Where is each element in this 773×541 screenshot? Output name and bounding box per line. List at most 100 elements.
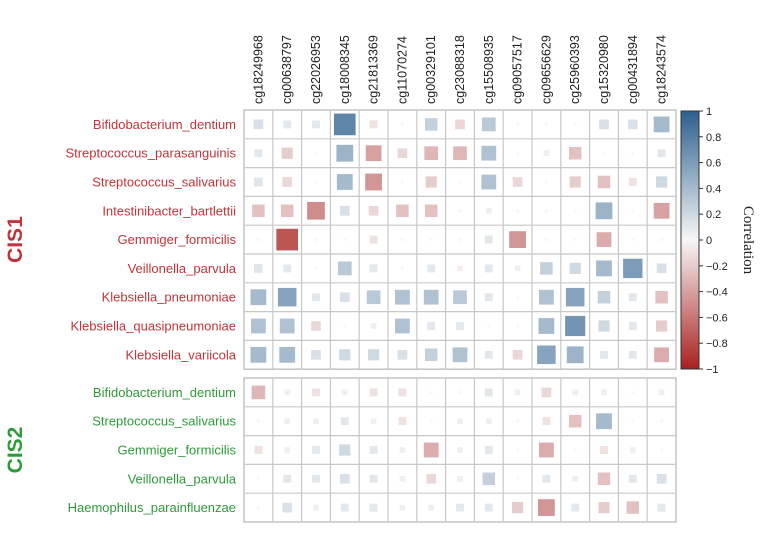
heatmap-cell xyxy=(336,174,353,190)
heatmap-cell xyxy=(284,447,290,453)
heatmap-cell xyxy=(369,264,378,273)
heatmap-cell xyxy=(538,318,555,334)
heatmap-cell xyxy=(254,446,263,454)
heatmap-cell xyxy=(283,120,292,129)
heatmap-cell xyxy=(399,476,406,482)
heatmap-cell xyxy=(595,202,613,220)
heatmap-cell xyxy=(656,176,668,188)
column-label: cg09656629 xyxy=(539,35,553,104)
heatmap-cell xyxy=(516,448,520,452)
heatmap-cell xyxy=(631,151,635,155)
heatmap-cell xyxy=(457,447,463,453)
heatmap-cell xyxy=(484,503,493,512)
heatmap-cell xyxy=(628,322,637,330)
heatmap-cell xyxy=(399,504,406,511)
heatmap-cell xyxy=(660,419,664,423)
heatmap-cell xyxy=(631,419,635,423)
heatmap-cell xyxy=(455,119,465,130)
heatmap-cell xyxy=(284,389,290,396)
legend-title: Correlation xyxy=(740,206,756,275)
heatmap-cell xyxy=(568,146,582,160)
heatmap-cell xyxy=(656,473,667,484)
heatmap-cell xyxy=(398,388,407,397)
heatmap-cell xyxy=(365,173,382,191)
heatmap-cell xyxy=(282,177,293,187)
colorbar-tick-label: 0 xyxy=(706,235,712,247)
heatmap-cell xyxy=(484,235,493,244)
heatmap-cell xyxy=(250,346,267,363)
heatmap-cell xyxy=(573,209,577,213)
heatmap-cell xyxy=(312,474,320,483)
heatmap-cell xyxy=(482,472,496,486)
heatmap-cell xyxy=(456,503,464,512)
heatmap-cell xyxy=(395,289,410,305)
heatmap-cell xyxy=(512,349,523,360)
heatmap-cell xyxy=(484,350,493,359)
heatmap-cell xyxy=(400,266,404,270)
colorbar-tick-label: 0.8 xyxy=(706,132,721,144)
heatmap-cell xyxy=(516,324,520,328)
heatmap-cell xyxy=(627,119,638,130)
heatmap-cell xyxy=(397,349,408,360)
heatmap-cell xyxy=(600,446,608,454)
heatmap-cell xyxy=(597,175,611,189)
heatmap-cell xyxy=(631,238,635,242)
heatmap-cell xyxy=(514,265,521,272)
heatmap-cell xyxy=(544,180,548,184)
heatmap-cell xyxy=(395,318,410,334)
heatmap-cell xyxy=(514,389,521,396)
heatmap-cell xyxy=(539,289,554,305)
heatmap-cell xyxy=(516,151,520,155)
column-label: cg15320980 xyxy=(597,35,611,104)
heatmap-cell xyxy=(251,385,266,400)
heatmap-cell xyxy=(427,322,436,330)
heatmap-cell xyxy=(481,117,496,132)
heatmap-cell xyxy=(512,502,524,514)
heatmap-cell xyxy=(572,476,578,482)
heatmap-cell xyxy=(573,448,577,452)
row-label: Streptococcus_salivarius xyxy=(92,414,236,429)
heatmap-cell xyxy=(276,228,299,251)
heatmap-cell xyxy=(484,446,493,454)
colorbar-tick-label: 0.2 xyxy=(706,209,721,221)
heatmap-cell xyxy=(312,388,320,397)
colorbar-tick-label: −1 xyxy=(706,364,719,376)
heatmap-cell xyxy=(484,293,493,302)
heatmap-cell xyxy=(657,503,666,512)
heatmap-cell xyxy=(458,180,462,184)
heatmap-cell xyxy=(599,119,609,130)
heatmap-cell xyxy=(509,231,526,248)
heatmap-cell xyxy=(516,419,520,423)
heatmap-cell xyxy=(427,264,436,273)
row-label: Haemophilus_parainfluenzae xyxy=(68,500,236,515)
heatmap-cell xyxy=(254,264,263,273)
heatmap-cell xyxy=(653,202,670,219)
row-label: Bifidobacterium_dentium xyxy=(93,385,236,400)
heatmap-cell xyxy=(516,477,520,481)
heatmap-cell xyxy=(487,324,491,328)
heatmap-cell xyxy=(369,120,378,129)
heatmap-cell xyxy=(279,318,295,334)
heatmap-cell xyxy=(458,209,462,213)
group-label: CIS2 xyxy=(4,427,27,474)
heatmap-cell xyxy=(565,287,585,307)
heatmap-cell xyxy=(654,347,669,363)
heatmap-cell xyxy=(340,503,349,512)
heatmap-cell xyxy=(601,389,607,396)
colorbar-tick-label: −0.8 xyxy=(706,338,728,350)
heatmap-cell xyxy=(571,503,580,512)
heatmap-cell xyxy=(542,474,551,483)
heatmap-cell xyxy=(656,320,668,332)
heatmap-cell xyxy=(596,260,612,277)
heatmap-cell xyxy=(254,177,263,187)
heatmap-cell xyxy=(369,388,378,397)
heatmap-cell xyxy=(572,389,578,396)
heatmap-cell xyxy=(458,238,462,242)
heatmap-cell xyxy=(512,177,523,187)
heatmap-cell xyxy=(456,322,464,330)
column-labels: cg18249968 cg00638797 cg22026953 cg18008345… xyxy=(251,35,668,104)
heatmap-cell xyxy=(452,347,468,363)
heatmap-cell xyxy=(457,476,463,482)
heatmap-cell xyxy=(336,144,354,162)
heatmap-cell xyxy=(657,149,666,158)
